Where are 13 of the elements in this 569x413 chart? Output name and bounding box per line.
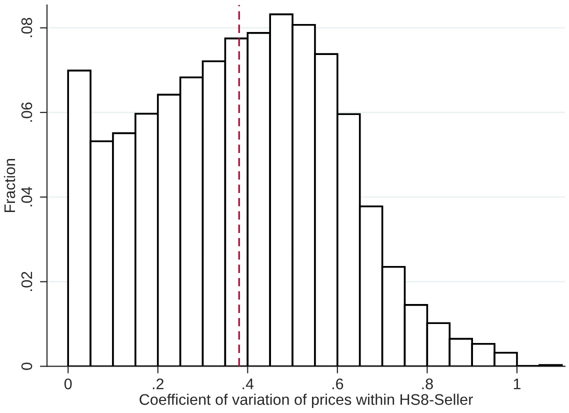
x-tick-label: .8 <box>422 378 433 390</box>
y-tick-label: .06 <box>21 102 32 122</box>
y-tick-label: 0 <box>21 362 32 370</box>
x-tick-label: .4 <box>242 378 254 390</box>
y-axis-title: Fraction <box>4 159 16 212</box>
y-tick-label: .04 <box>21 186 32 206</box>
x-tick-label: 0 <box>64 378 72 390</box>
x-axis-title: Coefficient of variation of prices within HS8-Seller <box>140 394 473 408</box>
x-tick-label: .2 <box>152 378 164 390</box>
x-tick-label: .6 <box>332 378 344 390</box>
y-tick-label: .08 <box>21 18 32 38</box>
x-tick-label: 1 <box>514 378 520 390</box>
y-tick-label: .02 <box>21 272 32 291</box>
